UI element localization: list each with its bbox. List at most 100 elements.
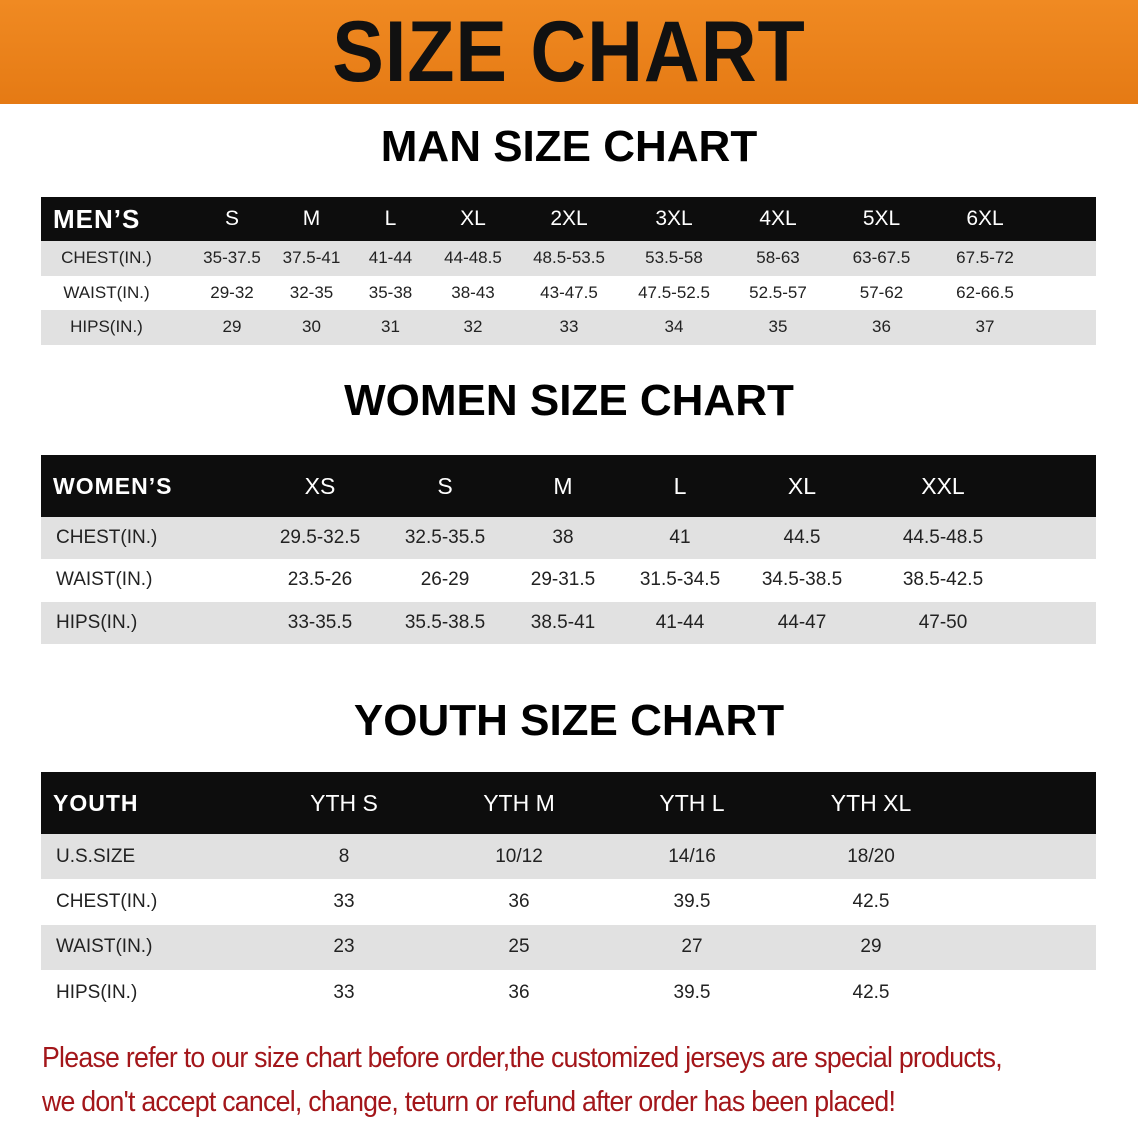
table-cell: 25 xyxy=(508,936,530,958)
table-row: CHEST(IN.) 35-37.5 37.5-41 41-44 44-48.5 48.5… xyxy=(41,241,1096,276)
table-cell: 32-35 xyxy=(289,282,334,302)
table-cell: 29 xyxy=(860,936,882,958)
table-header: YOUTH YTH S YTH M YTH L YTH XL xyxy=(41,772,1096,834)
table-cell: 48.5-53.5 xyxy=(533,248,605,268)
table-cell: 67.5-72 xyxy=(956,248,1014,268)
table-cell: 43-47.5 xyxy=(540,282,598,302)
row-label: WOMEN’S xyxy=(53,472,173,499)
table-cell: 42.5 xyxy=(852,981,890,1003)
table-cell: 33 xyxy=(333,890,355,912)
table-cell: 23 xyxy=(333,936,355,958)
table-cell: 29-31.5 xyxy=(530,569,596,591)
row-label: CHEST(IN.) xyxy=(61,248,152,268)
table-cell: 18/20 xyxy=(847,845,895,867)
table-cell: 36 xyxy=(508,981,530,1003)
table-cell: 53.5-58 xyxy=(645,248,703,268)
women-heading: WOMEN SIZE CHART xyxy=(344,376,794,425)
table-cell: 32 xyxy=(463,317,483,337)
youth-size-table: YOUTH YTH S YTH M YTH L YTH XL U.S.SIZE 8 10/12… xyxy=(41,772,1096,1016)
table-row: WAIST(IN.) 29-32 32-35 35-38 38-43 43-47.5 47.… xyxy=(41,275,1096,310)
table-cell: 33 xyxy=(559,317,579,337)
men-size-table: MEN’S S M L XL 2XL 3XL 4XL 5XL 6XL CHEST(IN.) 35-37… xyxy=(41,197,1096,345)
table-cell: 44.5 xyxy=(783,527,821,549)
table-cell: 47-50 xyxy=(918,611,968,633)
table-cell: 33 xyxy=(333,981,355,1003)
table-cell: YTH S xyxy=(310,789,378,816)
table-row: CHEST(IN.) 33 36 39.5 42.5 xyxy=(41,879,1096,925)
table-row: HIPS(IN.) 33 36 39.5 42.5 xyxy=(41,969,1096,1016)
row-label: U.S.SIZE xyxy=(56,845,136,867)
table-cell: 57-62 xyxy=(859,282,904,302)
table-cell: L xyxy=(384,207,397,230)
table-cell: 31.5-34.5 xyxy=(639,569,721,591)
table-cell: 35.5-38.5 xyxy=(404,611,486,633)
table-cell: 10/12 xyxy=(495,845,543,867)
order-notice: Please refer to our size chart before or… xyxy=(42,1036,1045,1124)
table-cell: 33-35.5 xyxy=(287,611,353,633)
table-cell: 35-38 xyxy=(368,282,413,302)
table-cell: 4XL xyxy=(759,207,797,230)
table-cell: 47.5-52.5 xyxy=(638,282,710,302)
table-cell: 36 xyxy=(508,890,530,912)
table-header: WOMEN’S XS S M L XL XXL xyxy=(41,455,1096,517)
table-cell: 29-32 xyxy=(210,282,254,302)
table-cell: 34.5-38.5 xyxy=(761,569,843,591)
row-label: WAIST(IN.) xyxy=(63,282,150,302)
youth-heading: YOUTH SIZE CHART xyxy=(353,696,785,745)
table-cell: 6XL xyxy=(966,207,1004,230)
table-cell: YTH L xyxy=(659,789,725,816)
row-label: CHEST(IN.) xyxy=(56,527,158,549)
table-cell: 36 xyxy=(872,317,891,337)
table-cell: 52.5-57 xyxy=(749,282,807,302)
table-cell: XS xyxy=(304,472,336,499)
table-cell: 37 xyxy=(975,317,995,337)
table-cell: 44.5-48.5 xyxy=(902,527,984,549)
table-cell: 42.5 xyxy=(852,890,890,912)
table-cell: 38 xyxy=(552,527,574,549)
table-cell: 44-47 xyxy=(777,611,827,633)
table-cell: 26-29 xyxy=(420,569,470,591)
table-cell: M xyxy=(553,472,573,499)
table-cell: 62-66.5 xyxy=(956,282,1014,302)
table-cell: 38.5-42.5 xyxy=(902,569,984,591)
table-cell: 44-48.5 xyxy=(444,248,502,268)
row-label: HIPS(IN.) xyxy=(56,981,138,1003)
table-cell: L xyxy=(673,472,687,499)
table-header: MEN’S S M L XL 2XL 3XL 4XL 5XL 6XL xyxy=(41,197,1096,241)
table-cell: 27 xyxy=(681,936,703,958)
table-cell: 35-37.5 xyxy=(203,248,261,268)
table-cell: 8 xyxy=(338,845,350,867)
table-cell: 63-67.5 xyxy=(852,248,911,268)
table-cell: 37.5-41 xyxy=(282,248,341,268)
men-heading: MAN SIZE CHART xyxy=(380,122,758,171)
table-cell: 23.5-26 xyxy=(287,569,353,591)
table-cell: 39.5 xyxy=(673,890,711,912)
table-cell: 31 xyxy=(381,317,400,337)
table-cell: 58-63 xyxy=(756,248,800,268)
table-cell: XL xyxy=(787,472,817,499)
table-cell: 41-44 xyxy=(655,611,705,633)
table-cell: 35 xyxy=(768,317,788,337)
row-label: MEN’S xyxy=(53,203,141,234)
table-cell: 29 xyxy=(222,317,242,337)
table-cell: XXL xyxy=(921,472,965,499)
notice-line-1: Please refer to our size chart before or… xyxy=(42,1042,1003,1074)
row-label: WAIST(IN.) xyxy=(56,936,153,958)
table-row: CHEST(IN.) 29.5-32.5 32.5-35.5 38 41 44.5 44.5… xyxy=(41,517,1096,560)
table-cell: 39.5 xyxy=(673,981,711,1003)
table-cell: M xyxy=(302,207,321,230)
table-cell: 34 xyxy=(664,317,684,337)
table-cell: XL xyxy=(460,207,486,230)
table-cell: 29.5-32.5 xyxy=(279,527,361,549)
table-cell: YTH XL xyxy=(830,789,912,816)
table-cell: S xyxy=(437,472,453,499)
table-row: WAIST(IN.) 23 25 27 29 xyxy=(41,924,1096,970)
table-cell: 3XL xyxy=(655,207,693,230)
table-cell: 38-43 xyxy=(451,282,495,302)
size-chart-banner: SIZE CHART xyxy=(0,0,1138,104)
table-cell: 32.5-35.5 xyxy=(404,527,486,549)
table-row: HIPS(IN.) 33-35.5 35.5-38.5 38.5-41 41-44 44-… xyxy=(41,601,1096,644)
table-cell: 41-44 xyxy=(368,248,413,268)
page-title: SIZE CHART xyxy=(332,3,806,100)
women-size-table: WOMEN’S XS S M L XL XXL CHEST(IN.) 29.5-32.5 32.5… xyxy=(41,455,1096,644)
